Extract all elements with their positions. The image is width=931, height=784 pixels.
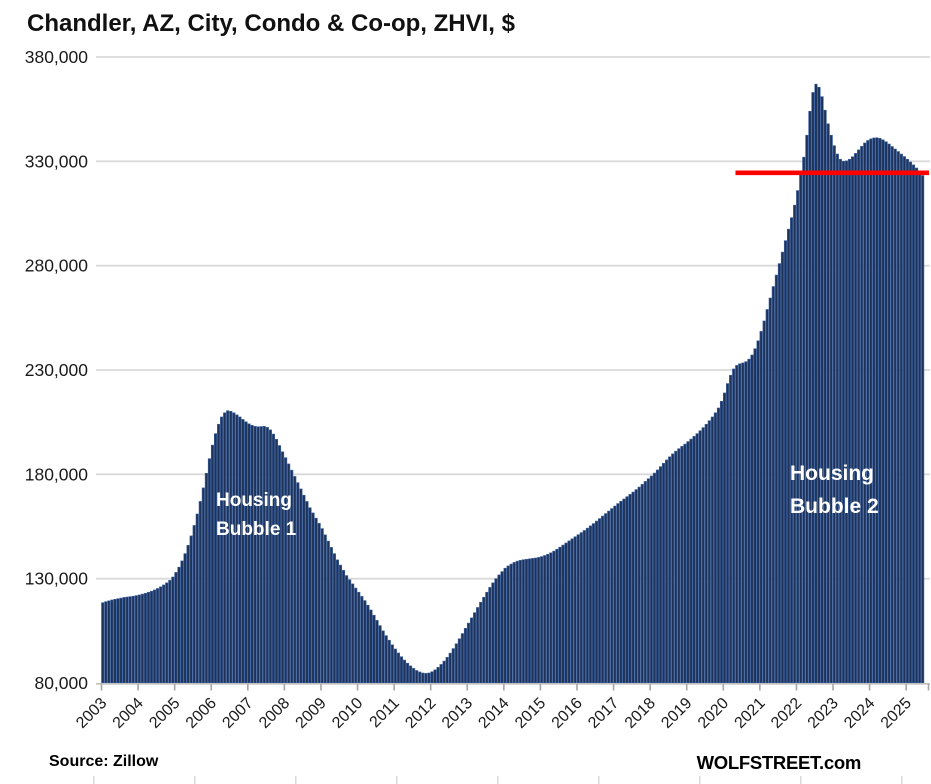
svg-text:330,000: 330,000 xyxy=(25,151,89,171)
svg-text:380,000: 380,000 xyxy=(25,47,89,67)
svg-text:2009: 2009 xyxy=(293,695,330,732)
source-label: Source: Zillow xyxy=(49,753,159,770)
svg-text:2005: 2005 xyxy=(146,695,183,732)
annotation-line: Housing xyxy=(790,462,874,485)
svg-text:2004: 2004 xyxy=(110,695,147,732)
svg-text:2023: 2023 xyxy=(805,695,842,732)
svg-text:2015: 2015 xyxy=(512,695,549,732)
x-axis xyxy=(96,682,930,691)
annotation-housing-bubble-1: Housing Bubble 1 xyxy=(216,486,296,544)
wolfstreet-brand: WOLFSTREET.com xyxy=(696,752,862,773)
annotation-line: Bubble 2 xyxy=(790,495,879,518)
chart-title: Chandler, AZ, City, Condo & Co-op, ZHVI,… xyxy=(27,10,515,37)
svg-text:180,000: 180,000 xyxy=(25,464,89,484)
svg-text:2012: 2012 xyxy=(402,695,439,732)
svg-text:2011: 2011 xyxy=(367,695,403,731)
svg-text:80,000: 80,000 xyxy=(34,673,88,693)
x-axis-labels: 2003 2004 2005 2006 2007 2008 2009 2010 2011 2012… xyxy=(73,695,915,732)
svg-text:2007: 2007 xyxy=(219,695,256,732)
annotation-line: Housing xyxy=(216,490,292,511)
svg-text:2014: 2014 xyxy=(475,695,512,732)
svg-text:2024: 2024 xyxy=(841,695,878,732)
svg-text:2006: 2006 xyxy=(183,695,220,732)
svg-text:2017: 2017 xyxy=(585,695,622,732)
svg-text:130,000: 130,000 xyxy=(25,569,89,589)
svg-text:2013: 2013 xyxy=(439,695,476,732)
svg-text:230,000: 230,000 xyxy=(25,360,89,380)
svg-text:280,000: 280,000 xyxy=(25,256,89,276)
svg-text:2025: 2025 xyxy=(878,695,915,732)
annotation-housing-bubble-2: Housing Bubble 2 xyxy=(790,457,879,523)
svg-text:2020: 2020 xyxy=(695,695,732,732)
svg-text:2010: 2010 xyxy=(329,695,366,732)
y-axis-labels: 380,000 330,000 280,000 230,000 180,000 130,0… xyxy=(25,47,89,693)
svg-text:2008: 2008 xyxy=(256,695,293,732)
svg-text:2019: 2019 xyxy=(658,695,695,732)
svg-text:2018: 2018 xyxy=(622,695,659,732)
svg-text:2022: 2022 xyxy=(768,695,805,732)
annotation-line: Bubble 1 xyxy=(216,519,297,540)
svg-text:2016: 2016 xyxy=(549,695,586,732)
svg-text:2003: 2003 xyxy=(73,695,110,732)
cropped-next-chart-gridlines xyxy=(93,776,914,784)
svg-text:2021: 2021 xyxy=(732,695,769,732)
